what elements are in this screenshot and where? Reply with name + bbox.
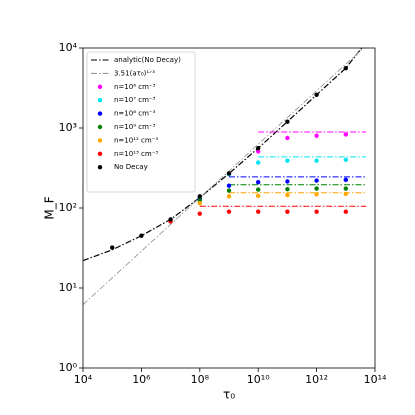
legend-label: n=10⁶ cm⁻³ (114, 83, 156, 91)
legend-label: n=10¹² cm⁻³ (114, 136, 158, 144)
point (168, 217, 173, 222)
point (256, 193, 261, 199)
x-axis-label: τ₀ (223, 388, 235, 402)
point (343, 177, 348, 183)
legend-label: 3.51(aτ₀)¹ᐟ³ (114, 69, 155, 77)
x-tick-label: 10¹² (305, 373, 328, 386)
y-tick-label: 10⁴ (59, 41, 78, 54)
x-tick-label: 10¹⁴ (364, 373, 387, 386)
legend-label: n=10⁹ cm⁻³ (114, 123, 156, 131)
point (256, 187, 261, 192)
legend-label: n=10⁷ cm⁻³ (114, 96, 156, 104)
point (139, 233, 144, 238)
point (256, 149, 261, 154)
point (343, 186, 348, 191)
plot-area (83, 48, 367, 305)
y-tick-label: 10¹ (59, 281, 77, 294)
x-tick-label: 10¹⁰ (247, 373, 270, 386)
point (343, 65, 348, 71)
legend-marker (97, 124, 103, 130)
point (226, 183, 232, 188)
legend-label: analytic(No Decay) (114, 56, 181, 64)
legend-marker (97, 111, 103, 116)
point (314, 209, 319, 214)
point (285, 119, 290, 124)
point (256, 180, 261, 185)
point (343, 209, 348, 214)
point (226, 188, 232, 193)
point (343, 191, 348, 197)
point (226, 171, 232, 176)
legend: analytic(No Decay) 3.51(aτ₀)¹ᐟ³ n=10⁶ cm⁻³… (86, 51, 196, 193)
point (285, 135, 290, 141)
point (343, 157, 348, 163)
point (314, 158, 319, 163)
point (110, 245, 115, 250)
point (285, 209, 290, 214)
legend-marker (97, 151, 103, 156)
legend-label: n=10¹³ cm⁻³ (114, 150, 158, 158)
curve (83, 48, 363, 262)
point (285, 192, 290, 198)
point (197, 200, 202, 206)
y-tick-label: 10² (59, 201, 77, 214)
legend-marker (97, 84, 103, 90)
point (314, 92, 319, 98)
y-tick-label: 10³ (59, 121, 77, 134)
legend-label: No Decay (114, 163, 148, 171)
point (285, 179, 290, 184)
y-axis-label: M_F (43, 196, 57, 219)
y-tick-label: 10⁰ (59, 361, 78, 374)
point (314, 186, 319, 191)
legend-marker (97, 98, 103, 103)
legend-marker (97, 165, 103, 170)
point (197, 211, 202, 216)
point (256, 145, 261, 151)
legend-box (86, 51, 196, 193)
point (256, 160, 261, 165)
x-tick-label: 10⁶ (132, 373, 151, 386)
legend-label: n=10⁸ cm⁻³ (114, 110, 156, 118)
point (285, 158, 290, 163)
curve (83, 48, 364, 305)
x-tick-label: 10⁸ (191, 373, 210, 386)
point (256, 209, 261, 214)
x-tick-label: 10⁴ (74, 373, 93, 386)
point (285, 186, 290, 192)
point (314, 133, 319, 138)
point (314, 178, 319, 183)
point (226, 209, 232, 214)
legend-marker (97, 138, 103, 143)
point (314, 192, 319, 197)
point (226, 194, 232, 199)
point (343, 132, 348, 137)
point (197, 194, 202, 199)
